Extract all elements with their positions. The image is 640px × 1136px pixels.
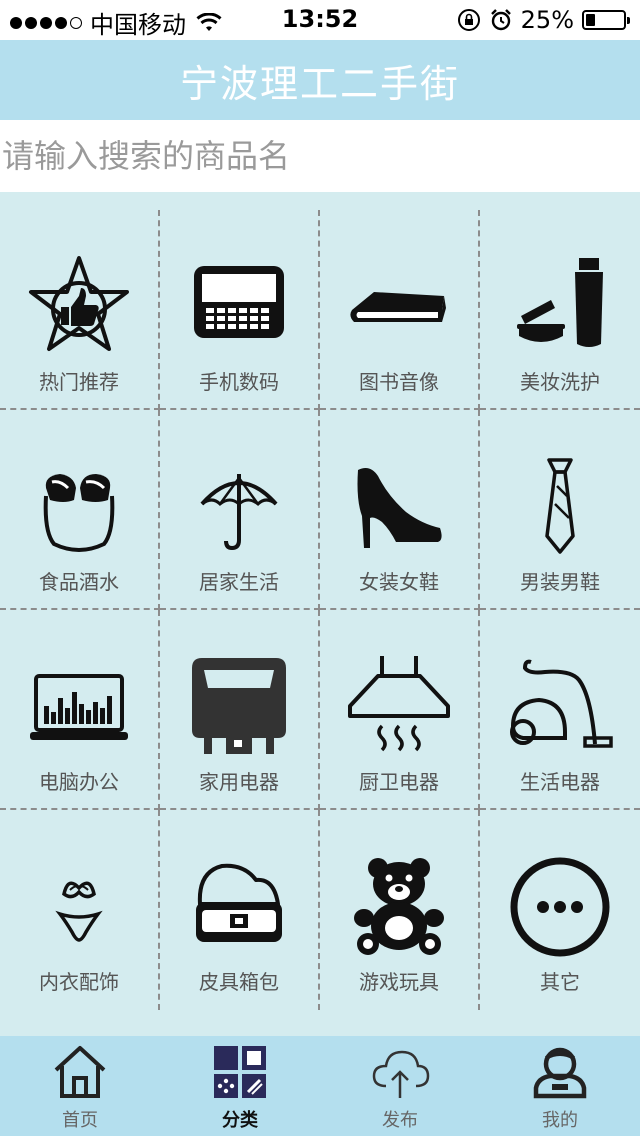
tab-mine[interactable]: 我的 [480,1036,640,1136]
tab-publish[interactable]: 发布 [320,1036,480,1136]
category-cosmetics[interactable]: 美妆洗护 [480,210,640,410]
alarm-icon [490,9,511,31]
vacuum-cleaner-icon [505,652,615,762]
category-bags[interactable]: 皮具箱包 [160,810,320,1010]
category-kitchen[interactable]: 厨卫电器 [320,610,480,810]
tab-home[interactable]: 首页 [0,1036,160,1136]
category-label: 手机数码 [199,370,279,394]
tab-label: 首页 [62,1110,98,1131]
category-hot[interactable]: 热门推荐 [0,210,160,410]
book-icon [344,252,454,362]
status-time: 13:52 [281,5,359,33]
status-bar: 中国移动 13:52 25% [0,0,640,40]
category-label: 生活电器 [520,770,600,794]
tie-icon [505,452,615,562]
category-toys[interactable]: 游戏玩具 [320,810,480,1010]
user-icon [533,1047,587,1099]
category-underwear[interactable]: 内衣配饰 [0,810,160,1010]
appliance-icon [184,652,294,762]
tab-category[interactable]: 分类 [160,1036,320,1136]
home-icon [54,1046,106,1098]
category-food[interactable]: 食品酒水 [0,410,160,610]
star-thumbs-up-icon [24,252,134,362]
category-label: 图书音像 [359,370,439,394]
teddy-bear-icon [344,852,454,962]
page-title: 宁波理工二手街 [179,61,460,106]
category-books[interactable]: 图书音像 [320,210,480,410]
lingerie-icon [24,852,134,962]
category-men[interactable]: 男装男鞋 [480,410,640,610]
category-icon [214,1046,266,1098]
cloud-upload-icon [372,1050,430,1098]
category-other[interactable]: 其它 [480,810,640,1010]
carrier-name: 中国移动 [90,11,186,39]
category-grid: 热门推荐 手机数码 图书音像 [0,210,640,1010]
category-phone[interactable]: 手机数码 [160,210,320,410]
status-left: 中国移动 [10,5,222,40]
category-label: 皮具箱包 [199,970,279,994]
category-label: 男装男鞋 [520,570,600,594]
umbrella-icon [184,452,294,562]
category-home[interactable]: 居家生活 [160,410,320,610]
bread-bag-icon [24,452,134,562]
category-label: 食品酒水 [39,570,119,594]
wifi-icon [196,12,222,31]
category-label: 内衣配饰 [39,970,119,994]
category-label: 美妆洗护 [520,370,600,394]
search-input[interactable] [0,120,640,192]
battery-icon [582,10,630,30]
tab-label: 分类 [222,1110,258,1131]
battery-percent: 25% [520,6,574,34]
cosmetics-icon [505,252,615,362]
category-label: 居家生活 [199,570,279,594]
tab-label: 我的 [542,1110,578,1131]
laptop-icon [24,652,134,762]
status-right: 25% [457,6,630,34]
category-label: 其它 [540,970,580,994]
category-appliance[interactable]: 家用电器 [160,610,320,810]
handbag-icon [184,852,294,962]
category-living-appliance[interactable]: 生活电器 [480,610,640,810]
phone-icon [184,252,294,362]
category-label: 热门推荐 [39,370,119,394]
range-hood-icon [344,652,454,762]
category-women[interactable]: 女装女鞋 [320,410,480,610]
signal-strength-icon [10,16,82,29]
category-label: 游戏玩具 [359,970,439,994]
tab-label: 发布 [382,1110,418,1131]
category-label: 家用电器 [199,770,279,794]
high-heel-icon [344,452,454,562]
tab-bar: 首页 分类 发布 我的 [0,1036,640,1136]
rotation-lock-icon [457,9,480,31]
category-label: 电脑办公 [39,770,119,794]
more-icon [505,852,615,962]
category-office[interactable]: 电脑办公 [0,610,160,810]
category-label: 厨卫电器 [359,770,439,794]
category-label: 女装女鞋 [359,570,439,594]
nav-bar: 宁波理工二手街 [0,40,640,120]
